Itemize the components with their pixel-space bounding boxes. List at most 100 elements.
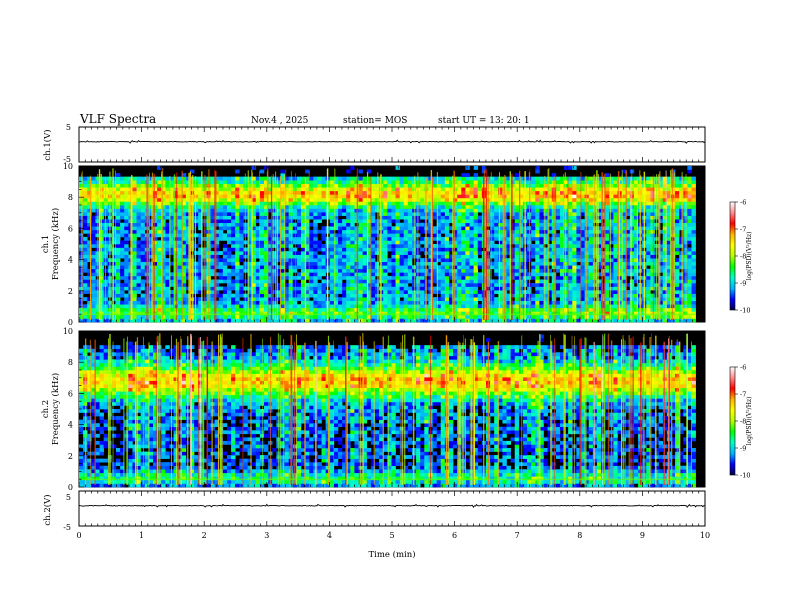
spectrogram-cell xyxy=(247,197,252,202)
spectrogram-cell xyxy=(354,226,359,231)
spectrogram-cell xyxy=(547,222,553,227)
spectrogram-cell xyxy=(547,197,553,202)
spectrogram-cell xyxy=(214,247,220,252)
spectrogram-cell xyxy=(457,251,462,255)
spectrogram-cell xyxy=(366,265,372,270)
spectrogram-cell xyxy=(263,197,269,202)
spectrogram-cell xyxy=(539,258,544,263)
spectrogram-cell xyxy=(181,208,187,213)
spectrogram-cell xyxy=(91,286,96,291)
spectrogram-cell xyxy=(350,166,355,170)
spectrogram-cell xyxy=(152,307,158,312)
spectrogram-cell xyxy=(263,307,269,312)
spectrogram-cell xyxy=(120,180,125,185)
spectrogram-cell xyxy=(428,212,433,216)
spectrogram-cell xyxy=(292,283,298,287)
spectrogram-cell xyxy=(185,272,191,277)
spectrogram-cell xyxy=(198,187,203,192)
spectrogram-cell xyxy=(313,311,318,316)
spectrogram-cell xyxy=(531,215,536,220)
spectrogram-cell xyxy=(111,187,117,192)
spectrogram-cell xyxy=(288,286,294,291)
spectrogram-cell xyxy=(136,226,141,231)
spectrogram-cell xyxy=(243,318,248,323)
spectrogram-cell xyxy=(263,229,269,234)
spectrogram-cell xyxy=(407,212,413,216)
spectrogram-cell xyxy=(226,201,232,206)
spectrogram-cell xyxy=(194,272,199,277)
spectrogram-cell xyxy=(185,229,191,234)
spectrogram-cell xyxy=(157,215,162,220)
spectrogram-cell xyxy=(300,219,306,224)
spectrogram-cell xyxy=(333,286,339,291)
spectrogram-cell xyxy=(366,272,372,277)
spectrogram-cell xyxy=(354,219,359,224)
spectrogram-cell xyxy=(444,180,450,185)
spectrogram-cell xyxy=(309,268,314,273)
spectrogram-cell xyxy=(321,205,326,209)
spectrogram-cell xyxy=(165,190,170,195)
spectrogram-cell xyxy=(251,244,257,248)
spectrogram-cell xyxy=(251,251,257,255)
spectrogram-cell xyxy=(288,311,294,316)
spectrogram-cell xyxy=(152,304,158,309)
spectrogram-cell xyxy=(276,244,281,248)
spectrogram-cell xyxy=(284,229,289,234)
spectrogram-cell xyxy=(473,183,479,188)
spectrogram-cell xyxy=(132,293,137,298)
spectrogram-cell xyxy=(399,293,405,298)
spectrogram-cell xyxy=(132,190,137,195)
spectrogram-cell xyxy=(362,176,368,181)
spectrogram-cell xyxy=(333,275,339,280)
spectrogram-cell xyxy=(157,194,162,199)
spectrogram-cell xyxy=(407,176,413,181)
spectrogram-cell xyxy=(284,251,289,255)
spectrogram-cell xyxy=(305,311,310,316)
spectrogram-cell xyxy=(555,254,561,259)
spectrogram-cell xyxy=(116,268,121,273)
spectrogram-cell xyxy=(169,212,174,216)
spectrogram-cell xyxy=(132,311,137,316)
spectrogram-cell xyxy=(157,314,162,319)
spectrogram-cell xyxy=(247,268,252,273)
spectrogram-cell xyxy=(214,197,220,202)
spectrogram-cell xyxy=(218,176,224,181)
spectrogram-cell xyxy=(411,205,417,209)
spectrogram-cell xyxy=(448,183,454,188)
spectrogram-cell xyxy=(91,215,96,220)
spectrogram-cell xyxy=(305,272,310,277)
spectrogram-cell xyxy=(194,261,199,266)
spectrogram-cell xyxy=(268,258,273,263)
spectrogram-cell xyxy=(387,187,392,192)
spectrogram-cell xyxy=(239,275,244,280)
spectrogram-cell xyxy=(337,197,343,202)
spectrogram-cell xyxy=(395,268,400,273)
spectrogram-cell xyxy=(148,222,154,227)
spectrogram-cell xyxy=(403,307,409,312)
spectrogram-cell xyxy=(535,240,540,245)
spectrogram-cell xyxy=(296,275,302,280)
spectrogram-cell xyxy=(251,268,257,273)
spectrogram-cell xyxy=(420,307,425,312)
spectrogram-cell xyxy=(461,212,466,216)
spectrogram-cell xyxy=(91,307,96,312)
spectrogram-cell xyxy=(428,205,433,209)
spectrogram-cell xyxy=(568,286,573,291)
spectrogram-cell xyxy=(140,279,146,284)
spectrogram-cell xyxy=(370,205,376,209)
spectrogram-cell xyxy=(226,240,232,245)
spectrogram-cell xyxy=(161,261,166,266)
spectrogram-cell xyxy=(181,222,187,227)
spectrogram-cell xyxy=(157,247,162,252)
spectrogram-cell xyxy=(198,190,203,195)
spectrogram-cell xyxy=(214,240,220,245)
spectrogram-cell xyxy=(292,275,298,280)
spectrogram-cell xyxy=(453,300,458,305)
spectrogram-cell xyxy=(436,279,442,284)
spectrogram-cell xyxy=(321,297,326,302)
spectrogram-cell xyxy=(568,247,573,252)
spectrogram-cell xyxy=(477,290,483,294)
spectrogram-cell xyxy=(358,233,363,238)
spectrogram-cell xyxy=(218,275,224,280)
spectrogram-cell xyxy=(317,314,322,319)
